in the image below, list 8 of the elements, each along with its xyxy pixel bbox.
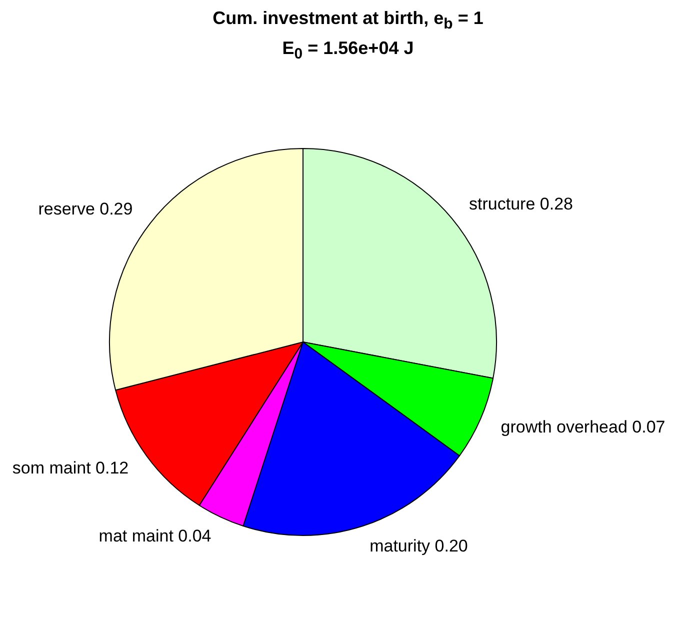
chart-subtitle: E$_{0}$ = 1.56e+04 J (281, 38, 415, 65)
slice-label: maturity 0.20 (370, 536, 468, 556)
slice-label: reserve 0.29 (38, 200, 133, 219)
slice-label: som maint 0.12 (12, 458, 129, 478)
slice-label: mat maint 0.04 (98, 526, 212, 546)
chart-title: Cum. investment at birth, e$_{b}$ = 1 (212, 7, 484, 35)
slice-label: structure 0.28 (469, 194, 573, 214)
slice-label: growth overhead 0.07 (500, 417, 666, 436)
